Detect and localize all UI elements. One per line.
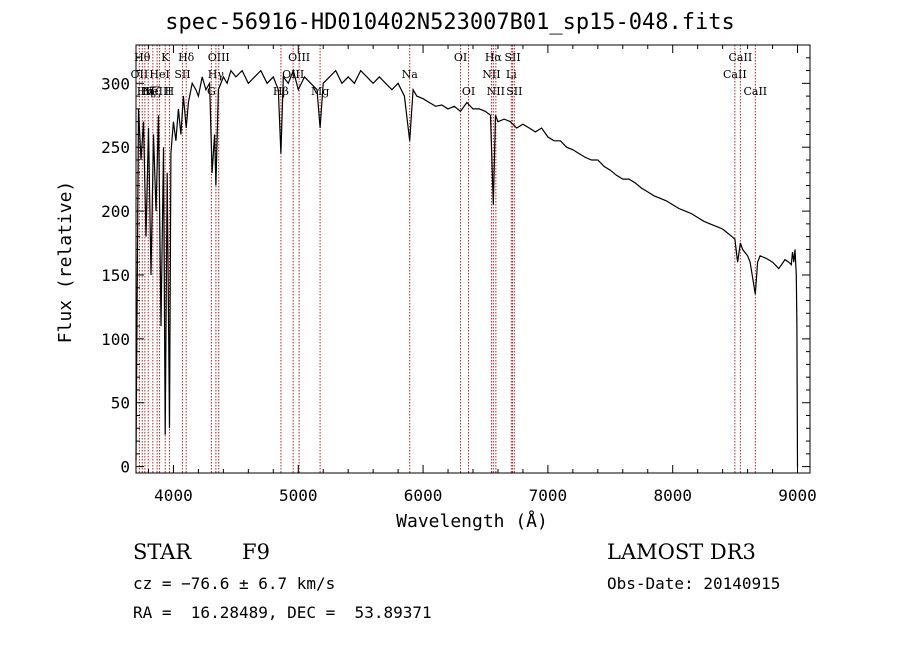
spectrum-series bbox=[135, 68, 799, 467]
x-tick-label-3: 7000 bbox=[529, 486, 568, 505]
object-class: STAR bbox=[133, 540, 192, 564]
spectral-subclass: F9 bbox=[242, 540, 270, 564]
y-tick-label-3: 150 bbox=[101, 266, 130, 285]
marker-label-15: OIII bbox=[282, 68, 304, 81]
marker-label-22: Hα bbox=[485, 51, 503, 64]
marker-label-20: OI bbox=[462, 85, 475, 98]
marker-label-29: CaII bbox=[743, 85, 767, 98]
chart-title: spec-56916-HD010402N523007B01_sp15-048.f… bbox=[165, 10, 735, 35]
marker-label-2: Hη bbox=[137, 85, 153, 98]
marker-label-25: SII bbox=[504, 51, 520, 64]
marker-label-24: Li bbox=[506, 68, 517, 81]
marker-label-16: OIII bbox=[288, 51, 310, 64]
marker-label-9: SII bbox=[174, 68, 190, 81]
marker-label-26: SII bbox=[506, 85, 522, 98]
x-tick-label-4: 8000 bbox=[653, 486, 692, 505]
line-marker-layer bbox=[138, 45, 756, 473]
obs-date: Obs-Date: 20140915 bbox=[607, 574, 781, 593]
marker-label-17: Mg bbox=[311, 85, 329, 98]
marker-label-12: Hγ bbox=[208, 68, 225, 81]
survey-name: LAMOST DR3 bbox=[607, 540, 756, 564]
x-tick-label-5: 9000 bbox=[778, 486, 817, 505]
marker-label-0: OII bbox=[131, 68, 149, 81]
x-tick-label-1: 5000 bbox=[279, 486, 318, 505]
y-tick-label-1: 50 bbox=[111, 394, 130, 413]
marker-label-6: HeI bbox=[149, 68, 169, 81]
coordinates: RA = 16.28489, DEC = 53.89371 bbox=[133, 603, 432, 622]
y-tick-label-0: 0 bbox=[120, 458, 130, 477]
marker-label-21: NII bbox=[482, 68, 500, 81]
y-axis-label: Flux (relative) bbox=[55, 181, 76, 344]
y-tick-label-2: 100 bbox=[101, 330, 130, 349]
marker-label-5: NeIII bbox=[143, 85, 172, 98]
marker-label-11: G bbox=[207, 85, 216, 98]
x-axis-label: Wavelength (Å) bbox=[396, 511, 548, 532]
marker-label-7: K bbox=[161, 51, 170, 64]
marker-label-13: OIII bbox=[208, 51, 230, 64]
marker-label-4: Hζ bbox=[145, 85, 161, 98]
marker-label-8: H bbox=[165, 85, 175, 98]
axis-ticks: 4000 5000 6000 7000 8000 9000 0 50 100 150 200 250 3… bbox=[101, 45, 817, 505]
marker-label-28: CaII bbox=[729, 51, 753, 64]
y-tick-label-4: 200 bbox=[101, 202, 130, 221]
marker-label-14: Hβ bbox=[273, 85, 289, 98]
redshift-text: cz = −76.6 ± 6.7 km/s bbox=[133, 574, 336, 593]
marker-label-27: CaII bbox=[723, 68, 747, 81]
marker-label-18: Na bbox=[402, 68, 419, 81]
y-tick-label-6: 300 bbox=[101, 74, 130, 93]
marker-label-10: Hδ bbox=[178, 51, 195, 64]
y-tick-label-5: 250 bbox=[101, 138, 130, 157]
marker-label-19: OI bbox=[454, 51, 467, 64]
x-tick-label-0: 4000 bbox=[154, 486, 193, 505]
x-tick-label-2: 6000 bbox=[404, 486, 443, 505]
marker-label-23: NII bbox=[487, 85, 505, 98]
marker-label-3: Hζ bbox=[140, 85, 156, 98]
marker-label-1: Hθ bbox=[134, 51, 151, 64]
spectrum-line bbox=[135, 68, 799, 467]
